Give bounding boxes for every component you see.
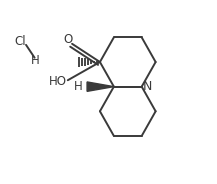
Text: H: H xyxy=(74,80,83,93)
Text: H: H xyxy=(31,54,40,68)
Text: O: O xyxy=(63,33,72,46)
Polygon shape xyxy=(87,82,114,91)
Text: HO: HO xyxy=(49,75,67,88)
Text: Cl: Cl xyxy=(15,35,26,48)
Text: N: N xyxy=(143,80,152,93)
